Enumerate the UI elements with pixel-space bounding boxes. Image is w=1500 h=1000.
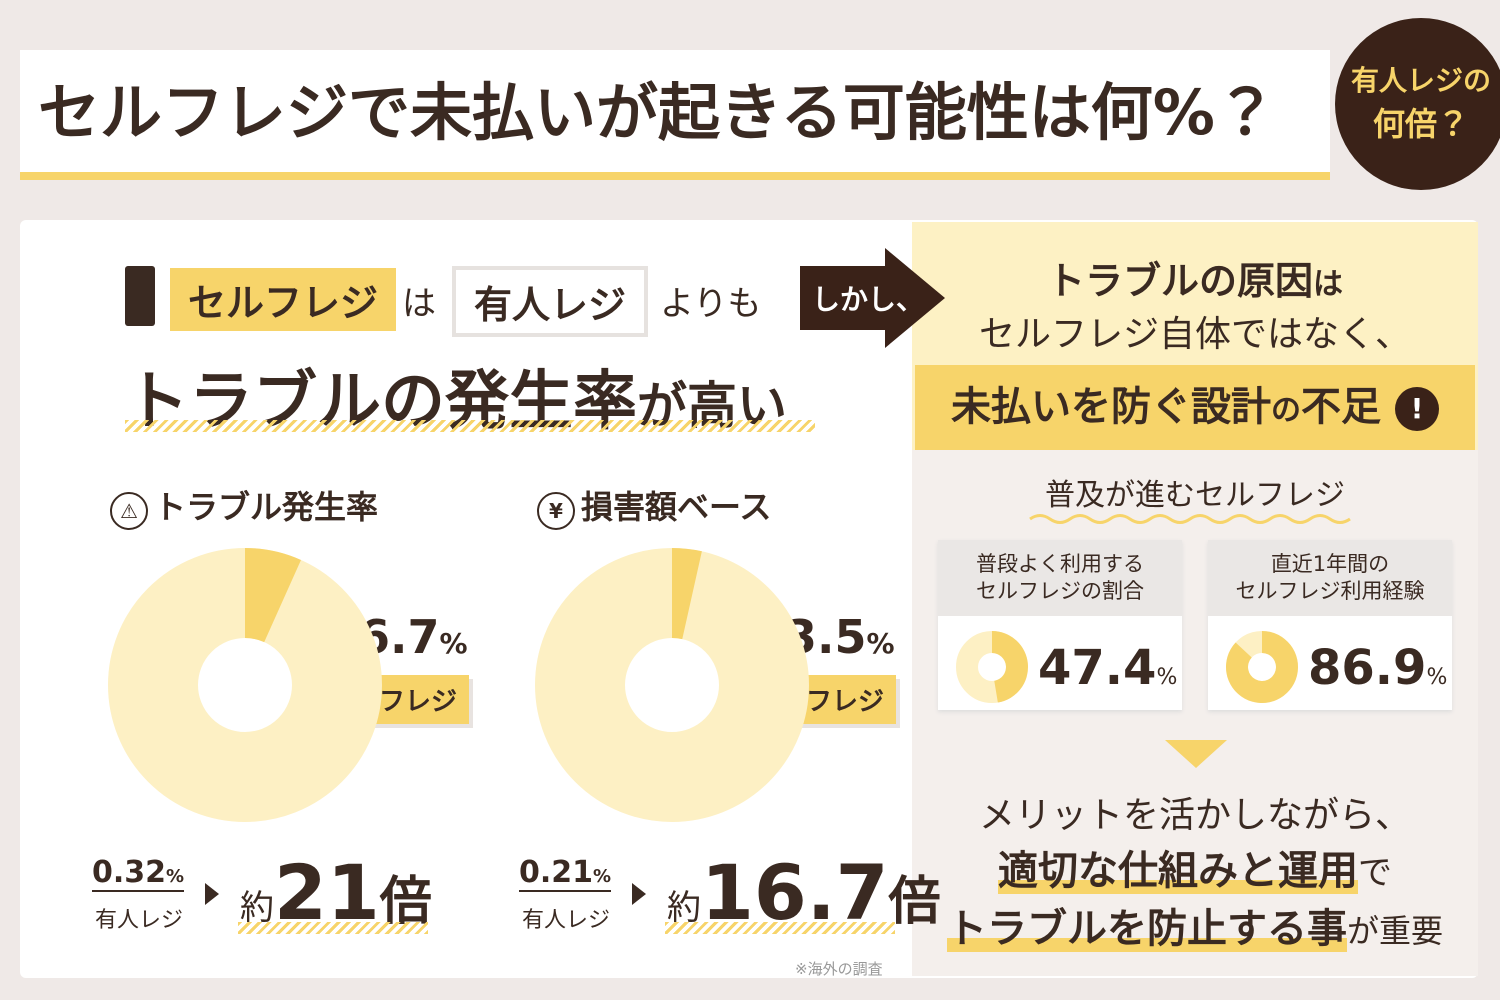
highlight-mark: ! (1394, 387, 1439, 431)
compare-value: 0.21% (519, 855, 612, 892)
stat-label: セルフレジ利用経験 (1235, 579, 1425, 603)
value: 0.21 (519, 855, 594, 890)
chart-title: ⚠ トラブル発生率 (110, 482, 378, 530)
chart-title-text: 損害額ベース (581, 488, 772, 526)
conclusion-tail: で (1358, 853, 1392, 893)
pointer (632, 883, 646, 905)
arrow (800, 248, 945, 348)
unit: % (1426, 665, 1448, 690)
donut (108, 548, 382, 822)
stat-label: セルフレジの割合 (976, 579, 1144, 603)
highlight-end: 不足 (1301, 384, 1382, 430)
compare-label: 有人レジ (522, 908, 611, 933)
donut (1226, 631, 1298, 703)
cause: トラブルの原因は (912, 250, 1478, 305)
donut-segment (245, 548, 301, 643)
text: よりも (660, 284, 762, 324)
unit: % (593, 866, 612, 887)
arrow-text: しかし、 (812, 283, 925, 316)
cause-line: セルフレジ自体ではなく、 (978, 314, 1411, 355)
compare-label: 有人レジ (95, 908, 184, 933)
value: 86.9 (1308, 640, 1427, 696)
badge: 有人レジの 何倍？ (1335, 18, 1500, 190)
compare-value: 0.32% (92, 855, 185, 892)
stat-value: 47.4% (1038, 640, 1177, 696)
donut-segment (992, 631, 1028, 703)
badge-line: 有人レジの (1350, 63, 1491, 97)
unit: % (1156, 665, 1178, 690)
conclusion-tail: が重要 (1346, 912, 1443, 950)
highlight-mid: の (1271, 393, 1302, 428)
conclusion-line: トラブルを防止する事が重要 (912, 896, 1478, 954)
conclusion-line: 適切な仕組みと運用で (912, 838, 1478, 896)
unit: % (166, 866, 185, 887)
donut (535, 548, 809, 822)
ratio-prefix: 約 (240, 888, 274, 928)
badge-line: 何倍？ (1372, 105, 1469, 144)
manned-label: 有人レジ (452, 266, 649, 337)
ratio-prefix: 約 (667, 888, 701, 928)
chart-title: ¥ 損害額ベース (537, 482, 771, 530)
stat-head: 普段よく利用する セルフレジの割合 (938, 540, 1182, 616)
ratio-underline (665, 922, 895, 934)
ratio-underline (238, 922, 428, 934)
unit: % (866, 627, 895, 660)
conclusion-main: トラブルを防止する事 (946, 906, 1347, 952)
cause-main: トラブルの原因 (1046, 259, 1313, 303)
pointer (205, 883, 219, 905)
conclusion-line: メリットを活かしながら、 (978, 795, 1411, 836)
self-label: セルフレジ (170, 268, 397, 331)
wave (1029, 514, 1351, 524)
donut (956, 631, 1028, 703)
underline (125, 420, 815, 432)
pointer-shape (632, 883, 646, 905)
donut-segment (672, 548, 702, 640)
chart-icon: ⚠ (110, 492, 148, 530)
sub-title: 普及が進むセルフレジ (1045, 478, 1345, 513)
title: セルフレジで未払いが起きる可能性は何%？ (38, 76, 1277, 149)
highlight-main: 未払いを防ぐ設計 (951, 384, 1272, 430)
stat-head: 直近1年間のセルフレジ利用経験 (1208, 540, 1452, 616)
stat-label: 普段よく利用する (976, 551, 1144, 576)
unit: % (439, 627, 468, 660)
pointer-shape (205, 883, 219, 905)
header-band (20, 50, 1330, 180)
ratio-suffix: 倍 (888, 872, 941, 932)
stat-value: 86.9% (1308, 640, 1447, 696)
stat-label: 直近1年間の (1270, 551, 1390, 576)
note: ※海外の調査 (795, 960, 883, 978)
down-arrow (1165, 740, 1227, 768)
value: 0.32 (92, 855, 167, 890)
text: は (402, 284, 436, 324)
value: 47.4 (1038, 640, 1157, 696)
cause-tail: は (1313, 267, 1343, 302)
highlight: 未払いを防ぐ設計の不足 ! (915, 365, 1475, 450)
chart-title-text: トラブル発生率 (154, 488, 379, 526)
register-icon (125, 266, 155, 326)
conclusion-main: 適切な仕組みと運用 (998, 848, 1358, 894)
chart-icon: ¥ (537, 492, 575, 530)
donut-segment (1226, 631, 1298, 703)
